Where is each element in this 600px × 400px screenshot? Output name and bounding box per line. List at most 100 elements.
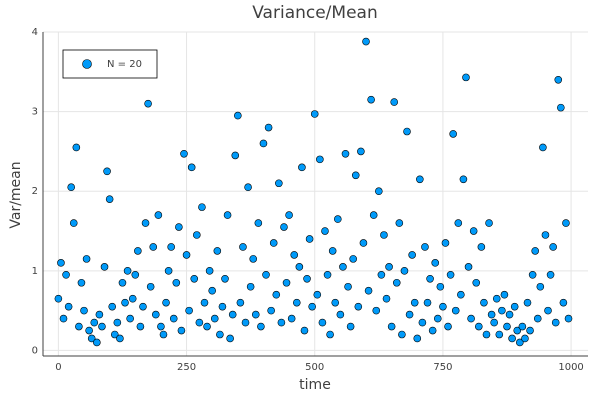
- point: [236, 298, 245, 307]
- point: [546, 271, 555, 279]
- point: [544, 306, 552, 315]
- point: [526, 326, 534, 335]
- point: [490, 318, 498, 327]
- point: [121, 298, 129, 307]
- point: [495, 330, 504, 339]
- point: [426, 274, 434, 283]
- point: [349, 255, 357, 263]
- point: [146, 282, 155, 291]
- point: [216, 330, 224, 339]
- point: [262, 271, 270, 279]
- point: [305, 235, 314, 243]
- point: [187, 163, 196, 172]
- point: [328, 247, 337, 255]
- point: [57, 259, 65, 267]
- x-tick-label: 1000: [558, 362, 583, 373]
- point: [151, 310, 160, 319]
- point: [551, 318, 560, 327]
- point: [180, 149, 188, 158]
- point: [149, 243, 158, 251]
- point: [508, 334, 516, 343]
- point: [62, 271, 70, 279]
- point: [474, 322, 483, 331]
- point: [103, 167, 111, 176]
- legend-marker: [82, 59, 92, 69]
- point: [87, 334, 96, 343]
- point: [510, 302, 519, 311]
- point: [395, 219, 404, 227]
- point: [459, 175, 468, 184]
- point: [449, 130, 457, 138]
- point: [549, 243, 557, 251]
- point: [482, 330, 491, 339]
- point: [218, 302, 227, 311]
- point: [85, 326, 93, 335]
- point: [523, 298, 532, 307]
- point: [462, 73, 470, 82]
- point: [513, 326, 522, 335]
- point: [362, 37, 370, 46]
- point: [213, 247, 222, 255]
- point: [139, 302, 147, 311]
- point: [113, 318, 122, 327]
- point: [528, 271, 537, 279]
- point: [339, 263, 347, 271]
- point: [410, 298, 419, 307]
- point: [169, 314, 178, 323]
- point: [357, 147, 365, 156]
- point: [472, 278, 481, 287]
- point: [280, 223, 288, 231]
- point: [292, 298, 301, 307]
- point: [454, 219, 463, 227]
- point: [118, 278, 127, 287]
- point: [154, 211, 163, 219]
- point: [403, 127, 411, 136]
- point: [77, 278, 86, 287]
- point: [123, 267, 132, 275]
- point: [500, 290, 509, 299]
- point: [369, 211, 378, 219]
- point: [75, 322, 83, 331]
- point: [287, 314, 296, 323]
- point: [300, 326, 309, 335]
- point: [277, 318, 286, 327]
- point: [267, 306, 275, 315]
- x-tick-label: 250: [177, 362, 196, 373]
- point: [380, 231, 388, 239]
- point: [428, 326, 437, 335]
- point: [554, 75, 563, 84]
- point: [182, 251, 191, 259]
- point: [408, 251, 416, 259]
- point: [98, 322, 106, 331]
- point: [100, 263, 109, 271]
- point: [505, 310, 514, 319]
- point: [469, 227, 478, 235]
- point: [518, 322, 527, 331]
- point: [246, 282, 255, 291]
- point: [223, 211, 232, 219]
- point: [93, 338, 101, 347]
- x-axis-label: time: [299, 377, 331, 393]
- point: [418, 318, 427, 327]
- y-tick-label: 0: [32, 345, 38, 356]
- point: [446, 271, 455, 279]
- x-tick-label: 0: [55, 362, 61, 373]
- point: [82, 255, 91, 263]
- point: [498, 306, 506, 315]
- point: [346, 322, 355, 331]
- point: [323, 271, 332, 279]
- point: [559, 298, 568, 307]
- point: [116, 334, 124, 343]
- point: [67, 183, 75, 192]
- point: [536, 282, 545, 291]
- point: [398, 330, 406, 339]
- point: [541, 231, 550, 239]
- point: [234, 111, 242, 120]
- point: [531, 247, 539, 255]
- point: [308, 302, 316, 311]
- point: [249, 255, 258, 263]
- y-tick-label: 3: [32, 107, 38, 118]
- point: [318, 318, 327, 327]
- point: [195, 318, 204, 327]
